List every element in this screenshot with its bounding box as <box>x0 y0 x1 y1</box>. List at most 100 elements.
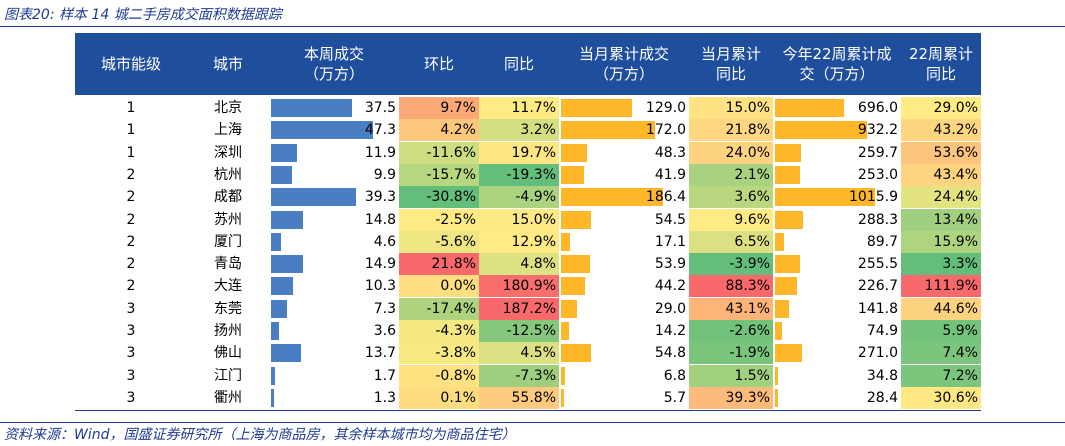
bar-weekly <box>271 322 279 340</box>
cell-ytd-yoy: 24.4% <box>901 186 981 209</box>
cell-yoy: 11.7% <box>479 97 559 119</box>
bar-ytd <box>775 388 778 407</box>
bar-month <box>561 232 571 251</box>
value-weekly: 7.3 <box>373 300 396 317</box>
cell-ytd-yoy: 43.2% <box>901 119 981 142</box>
cell-wow: -0.8% <box>399 364 479 387</box>
cell-month: 5.7 <box>559 387 689 409</box>
cell-weekly: 47.3 <box>269 119 399 141</box>
cell-weekly: 4.6 <box>269 231 399 253</box>
value-ytd: 271.0 <box>857 345 898 362</box>
bar-ytd <box>775 143 801 162</box>
cell-weekly: 13.7 <box>269 342 399 364</box>
cell-city: 成都 <box>214 189 242 206</box>
bar-month <box>561 299 577 318</box>
cell-month-yoy: 88.3% <box>689 275 773 298</box>
value-weekly: 3.6 <box>373 323 396 339</box>
bar-ytd <box>775 344 802 363</box>
bar-ytd <box>775 188 875 207</box>
bar-ytd <box>775 210 804 229</box>
cell-wow: -5.6% <box>399 230 479 253</box>
cell-ytd: 89.7 <box>773 231 901 253</box>
cell-ytd: 226.7 <box>773 275 901 297</box>
value-ytd: 34.8 <box>866 367 898 384</box>
cell-month-yoy: -3.9% <box>689 253 773 276</box>
value-month: 129.0 <box>645 100 686 116</box>
bar-weekly <box>271 165 293 184</box>
cell-month-yoy: 2.1% <box>689 163 773 186</box>
value-month: 5.7 <box>663 389 686 406</box>
value-weekly: 1.3 <box>373 389 396 406</box>
cell-city: 东莞 <box>214 300 242 317</box>
value-month: 48.3 <box>654 144 686 161</box>
bar-ytd <box>775 99 844 117</box>
cell-city: 扬州 <box>214 323 242 339</box>
cell-yoy: 4.5% <box>479 342 559 365</box>
cell-wow: 9.7% <box>399 97 479 119</box>
column-header-city: 城市 <box>187 33 269 95</box>
cell-city: 深圳 <box>214 144 242 161</box>
cell-yoy: -7.3% <box>479 364 559 387</box>
figure-caption: 图表20: 样本 14 城二手房成交面积数据跟踪 <box>4 7 282 23</box>
value-month: 54.5 <box>654 211 686 228</box>
cell-tier: 2 <box>126 189 136 206</box>
cell-month-yoy: 6.5% <box>689 230 773 253</box>
cell-month: 54.5 <box>559 209 689 231</box>
value-ytd: 255.5 <box>857 256 898 273</box>
column-header-ytd-yoy: 22周累计 同比 <box>901 33 981 95</box>
value-weekly: 9.9 <box>373 166 396 183</box>
cell-tier: 1 <box>126 122 136 139</box>
cell-month: 54.8 <box>559 342 689 364</box>
cell-weekly: 11.9 <box>269 142 399 164</box>
value-month: 17.1 <box>654 233 686 250</box>
value-weekly: 14.9 <box>364 256 396 273</box>
bar-weekly <box>271 255 304 274</box>
cell-weekly: 14.8 <box>269 209 399 231</box>
cell-tier: 1 <box>126 100 136 116</box>
bar-ytd <box>775 277 798 296</box>
cell-city: 厦门 <box>214 233 242 250</box>
cell-city: 上海 <box>214 122 242 139</box>
cell-city: 佛山 <box>214 345 242 362</box>
cell-weekly: 14.9 <box>269 253 399 275</box>
bar-month <box>561 366 565 385</box>
bar-ytd <box>775 299 789 318</box>
cell-yoy: -19.3% <box>479 163 559 186</box>
value-weekly: 10.3 <box>364 278 396 295</box>
cell-city: 青岛 <box>214 256 242 273</box>
cell-ytd: 28.4 <box>773 387 901 409</box>
cell-weekly: 1.7 <box>269 365 399 387</box>
bar-month <box>561 210 591 229</box>
cell-wow: -11.6% <box>399 141 479 164</box>
value-month: 41.9 <box>654 166 686 183</box>
cell-ytd-yoy: 7.2% <box>901 364 981 387</box>
cell-ytd: 255.5 <box>773 253 901 275</box>
cell-city: 杭州 <box>214 166 242 183</box>
cell-month: 29.0 <box>559 298 689 320</box>
value-month: 6.8 <box>663 367 686 384</box>
value-ytd: 932.2 <box>857 122 898 139</box>
cell-month: 129.0 <box>559 97 689 119</box>
value-ytd: 226.7 <box>857 278 898 295</box>
bottom-rule <box>0 422 1065 423</box>
value-month: 14.2 <box>654 323 686 339</box>
cell-wow: -4.3% <box>399 320 479 342</box>
cell-month-yoy: 3.6% <box>689 186 773 209</box>
column-header-wow: 环比 <box>399 33 479 95</box>
cell-ytd: 1015.9 <box>773 186 901 208</box>
cell-month: 41.9 <box>559 164 689 186</box>
bar-weekly <box>271 344 301 363</box>
cell-wow: -3.8% <box>399 342 479 365</box>
cell-yoy: 19.7% <box>479 141 559 164</box>
cell-ytd: 271.0 <box>773 342 901 364</box>
cell-wow: -30.8% <box>399 186 479 209</box>
source-note: 资料来源：Wind，国盛证券研究所（上海为商品房，其余样本城市均为商品住宅） <box>4 427 516 443</box>
cell-yoy: 4.8% <box>479 253 559 276</box>
bar-month <box>561 322 569 340</box>
cell-ytd: 259.7 <box>773 142 901 164</box>
cell-wow: -15.7% <box>399 163 479 186</box>
value-ytd: 28.4 <box>866 389 898 406</box>
top-rule <box>0 26 1065 27</box>
bar-ytd <box>775 255 801 274</box>
cell-month-yoy: 21.8% <box>689 119 773 142</box>
